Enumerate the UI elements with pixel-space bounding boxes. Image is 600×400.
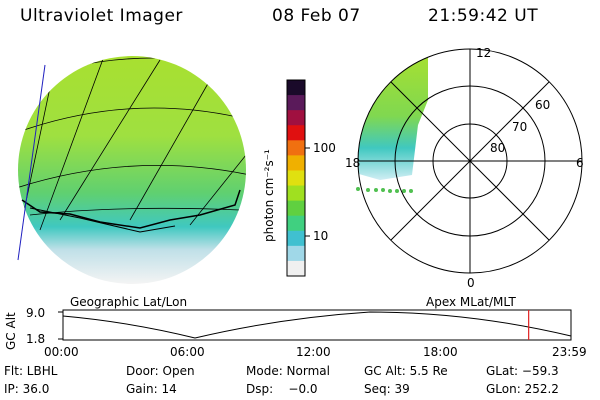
timeline-ytick-low: 1.8 — [26, 332, 46, 346]
gain-label: Gain: 14 — [126, 382, 177, 396]
mode-label: Mode: Normal — [246, 364, 330, 378]
colorbar-band — [287, 260, 305, 277]
time-label: 21:59:42 UT — [428, 6, 539, 26]
glat-label: GLat: −59.3 — [486, 364, 559, 378]
colorbar-band — [287, 245, 305, 262]
lat-label-70: 70 — [512, 120, 528, 134]
colorbar-band — [287, 125, 305, 141]
glon-label: GLon: 252.2 — [486, 382, 559, 396]
dsp-label: Dsp: −0.0 — [246, 382, 318, 396]
seq-label: Seq: 39 — [364, 382, 410, 396]
timeline-xtick-0: 00:00 — [44, 345, 79, 359]
colorbar-band — [287, 110, 305, 126]
colorbar-band — [287, 185, 305, 202]
colorbar-label-100: 100 — [313, 141, 336, 155]
colorbar-label-10: 10 — [313, 229, 329, 243]
colorbar-band — [287, 95, 305, 111]
polar-caption: Apex MLat/MLT — [426, 295, 516, 309]
timeline-ytick-high: 9.0 — [26, 306, 46, 320]
filter-label: Flt: LBHL — [4, 364, 58, 378]
colorbar-band — [287, 230, 305, 247]
colorbar — [287, 80, 305, 277]
colorbar-frame — [286, 79, 306, 277]
timeline-xtick-2: 12:00 — [296, 345, 331, 359]
mlt-label-0: 0 — [467, 276, 475, 290]
colorbar-band — [287, 140, 305, 156]
colorbar-axis-label: photon cm⁻²s⁻¹ — [262, 149, 276, 242]
timeline-xtick-1: 06:00 — [170, 345, 205, 359]
geo-caption: Geographic Lat/Lon — [70, 295, 188, 309]
instrument-title: Ultraviolet Imager — [20, 6, 183, 26]
colorbar-band — [287, 170, 305, 187]
mlt-label-18: 18 — [345, 156, 361, 170]
polar-image — [356, 48, 583, 274]
timeline-ylabel: GC Alt — [4, 312, 18, 350]
mlt-label-12: 12 — [476, 46, 492, 60]
date-label: 08 Feb 07 — [272, 6, 361, 26]
mlt-label-6: 6 — [576, 156, 584, 170]
lat-label-60: 60 — [535, 98, 551, 112]
colorbar-band — [287, 155, 305, 171]
colorbar-band — [287, 80, 305, 96]
timeline-plot — [58, 309, 572, 341]
colorbar-band — [287, 200, 305, 217]
ip-label: IP: 36.0 — [4, 382, 50, 396]
lat-label-80: 80 — [490, 141, 506, 155]
geo-image — [17, 56, 246, 284]
colorbar-band — [287, 215, 305, 232]
timeline-xtick-4: 23:59 — [552, 345, 587, 359]
gc-alt-label: GC Alt: 5.5 Re — [364, 364, 448, 378]
timeline-xtick-3: 18:00 — [423, 345, 458, 359]
door-label: Door: Open — [126, 364, 195, 378]
